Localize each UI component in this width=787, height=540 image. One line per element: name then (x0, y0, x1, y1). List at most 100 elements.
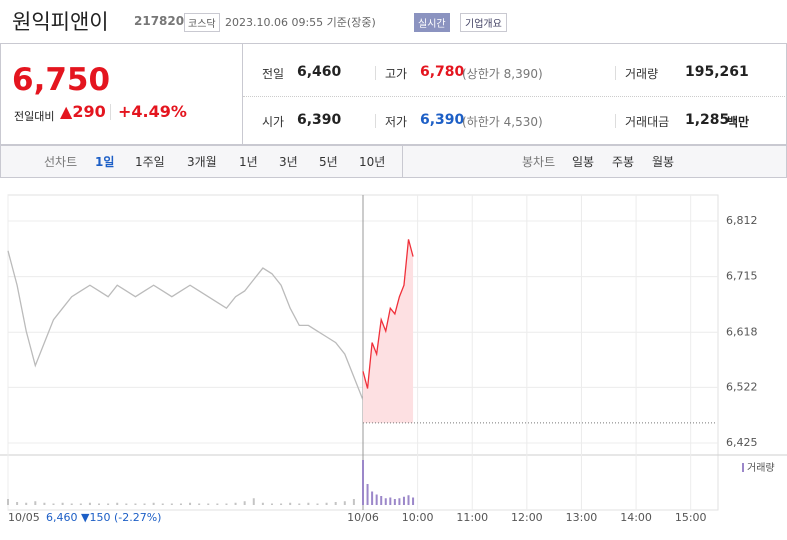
divider (615, 114, 616, 128)
volume-bar (325, 502, 328, 505)
volume-bar (116, 502, 119, 505)
tab-label: 선차트 (44, 155, 78, 169)
x-tick-label: 10/05 (8, 511, 40, 524)
tab[interactable]: 월봉 (652, 155, 675, 169)
prev-rate: (-2.27%) (113, 511, 162, 524)
tab[interactable]: 3년 (279, 155, 298, 169)
y-tick-label: 6,522 (726, 380, 758, 393)
volume-bar (380, 496, 383, 505)
quote-label: 거래대금 (625, 115, 670, 129)
tab-bar (0, 145, 787, 178)
volume-bar (198, 503, 201, 505)
volume-bar (252, 498, 255, 505)
price-line (362, 239, 414, 389)
volume-bar (170, 503, 173, 505)
volume-bar (407, 495, 410, 505)
volume-bar (234, 502, 237, 505)
divider (110, 104, 111, 120)
tab[interactable]: 5년 (319, 155, 338, 169)
tab[interactable]: 일봉 (572, 155, 595, 169)
tab[interactable]: 1일 (95, 155, 115, 169)
change-value: 290 (72, 102, 106, 121)
change: ▲290 (60, 102, 106, 121)
volume-bar (384, 498, 387, 505)
y-tick-label: 6,618 (726, 325, 758, 338)
volume-bar (125, 503, 128, 505)
divider (243, 96, 787, 97)
prev-day-info: 6,460 ▼150 (-2.27%) (46, 511, 161, 524)
change-label: 전일대비 (14, 110, 55, 123)
y-tick-label: 6,425 (726, 436, 758, 449)
volume-bar (307, 502, 310, 505)
quote-note: (하한가 4,530) (462, 115, 543, 129)
volume-bar (25, 502, 28, 505)
quote-value: 6,460 (297, 64, 342, 80)
volume-bar (189, 502, 192, 505)
x-tick-label: 15:00 (675, 511, 707, 524)
area (363, 239, 414, 423)
quote-label: 전일 (262, 67, 285, 81)
y-tick-label: 6,812 (726, 214, 758, 227)
quote-label: 고가 (385, 67, 408, 81)
volume-bar (152, 502, 155, 505)
tab[interactable]: 1년 (239, 155, 258, 169)
volume-bar (343, 501, 346, 505)
volume-bar (334, 502, 337, 505)
x-tick-label: 13:00 (566, 511, 598, 524)
volume-bar (362, 460, 364, 505)
x-tick-label: 10/06 (347, 511, 379, 524)
quote-value: 195,261 (685, 64, 749, 80)
code: 217820 (134, 14, 185, 28)
volume-bar (216, 503, 219, 505)
volume-bar (280, 503, 283, 505)
tab[interactable]: 3개월 (187, 155, 217, 169)
tab-label: 봉차트 (522, 155, 556, 169)
realtime-button[interactable]: 실시간 (414, 13, 450, 32)
volume-bar (366, 484, 369, 505)
y-tick-label: 6,715 (726, 270, 758, 283)
quote-value: 1,285 (685, 112, 730, 128)
volume-bar (61, 502, 64, 505)
volume-bar (79, 503, 82, 505)
x-tick-label: 10:00 (402, 511, 434, 524)
volume-bar (88, 502, 91, 505)
volume-bar (98, 503, 101, 505)
volume-bar (134, 503, 137, 505)
tab[interactable]: 10년 (359, 155, 386, 169)
volume-bar (352, 499, 355, 505)
volume-bar (107, 503, 110, 505)
divider (242, 43, 243, 145)
volume-bar (43, 502, 46, 505)
quote-label: 시가 (262, 115, 285, 129)
volume-bar (375, 494, 378, 505)
volume-legend: 거래량 (747, 462, 775, 474)
company-button[interactable]: 기업개요 (460, 13, 507, 32)
quote-value: 6,390 (297, 112, 342, 128)
volume-bar (243, 501, 246, 505)
tab[interactable]: 주봉 (612, 155, 635, 169)
quote-unit: 백만 (727, 115, 750, 129)
price-line (7, 250, 364, 401)
volume-bar (289, 502, 292, 505)
market-badge: 코스닥 (184, 13, 220, 32)
volume-bar (389, 497, 392, 505)
x-tick-label: 14:00 (620, 511, 652, 524)
volume-bar (261, 502, 264, 505)
divider (375, 66, 376, 80)
volume-bar (179, 503, 182, 505)
volume-bar (270, 503, 273, 505)
divider (615, 66, 616, 80)
volume-bar (316, 503, 319, 505)
tab[interactable]: 1주일 (135, 155, 165, 169)
title: 원익피앤이 (12, 10, 109, 34)
quote-label: 거래량 (625, 67, 659, 81)
volume-legend-swatch (742, 463, 744, 472)
current-price: 6,750 (12, 62, 111, 98)
up-arrow: ▲ (60, 102, 73, 121)
volume-bar (393, 499, 396, 505)
volume-bar (143, 503, 146, 505)
timestamp: 2023.10.06 09:55 기준(장중) (225, 16, 376, 29)
x-tick-label: 11:00 (456, 511, 488, 524)
